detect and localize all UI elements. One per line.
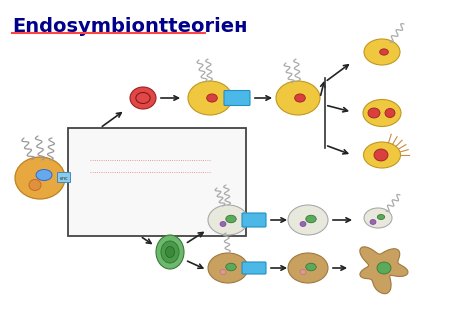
Polygon shape: [360, 247, 408, 294]
Ellipse shape: [15, 157, 65, 199]
Text: enc: enc: [60, 177, 69, 182]
Text: Endosymbiontteoriен: Endosymbiontteoriен: [12, 17, 247, 36]
Ellipse shape: [165, 247, 174, 257]
Ellipse shape: [156, 235, 184, 269]
Ellipse shape: [29, 180, 41, 190]
Ellipse shape: [161, 241, 179, 263]
Ellipse shape: [288, 205, 328, 235]
Ellipse shape: [306, 263, 316, 271]
Ellipse shape: [300, 270, 306, 275]
Ellipse shape: [130, 87, 156, 109]
Ellipse shape: [188, 81, 232, 115]
Ellipse shape: [208, 253, 248, 283]
FancyBboxPatch shape: [224, 90, 250, 106]
Ellipse shape: [374, 149, 388, 161]
Ellipse shape: [207, 94, 217, 102]
Ellipse shape: [385, 109, 395, 117]
Ellipse shape: [295, 94, 305, 102]
FancyBboxPatch shape: [57, 173, 71, 182]
FancyBboxPatch shape: [242, 262, 266, 274]
Ellipse shape: [288, 253, 328, 283]
Ellipse shape: [36, 170, 52, 181]
Ellipse shape: [368, 108, 380, 118]
Ellipse shape: [208, 205, 248, 235]
Ellipse shape: [220, 270, 226, 275]
Ellipse shape: [364, 142, 401, 168]
Ellipse shape: [370, 219, 376, 224]
Ellipse shape: [380, 49, 388, 55]
Ellipse shape: [300, 221, 306, 226]
Ellipse shape: [377, 262, 391, 274]
Ellipse shape: [226, 263, 236, 271]
Ellipse shape: [276, 81, 320, 115]
Ellipse shape: [377, 214, 384, 219]
Ellipse shape: [364, 39, 400, 65]
FancyBboxPatch shape: [242, 213, 266, 227]
FancyBboxPatch shape: [68, 128, 246, 236]
Ellipse shape: [226, 215, 236, 223]
Ellipse shape: [220, 221, 226, 226]
Ellipse shape: [364, 208, 392, 228]
Ellipse shape: [306, 215, 316, 223]
Ellipse shape: [363, 100, 401, 126]
